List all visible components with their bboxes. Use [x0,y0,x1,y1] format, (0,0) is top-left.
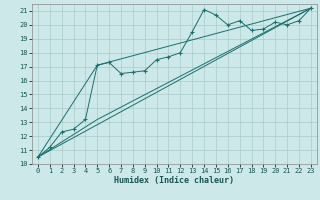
X-axis label: Humidex (Indice chaleur): Humidex (Indice chaleur) [115,176,234,185]
